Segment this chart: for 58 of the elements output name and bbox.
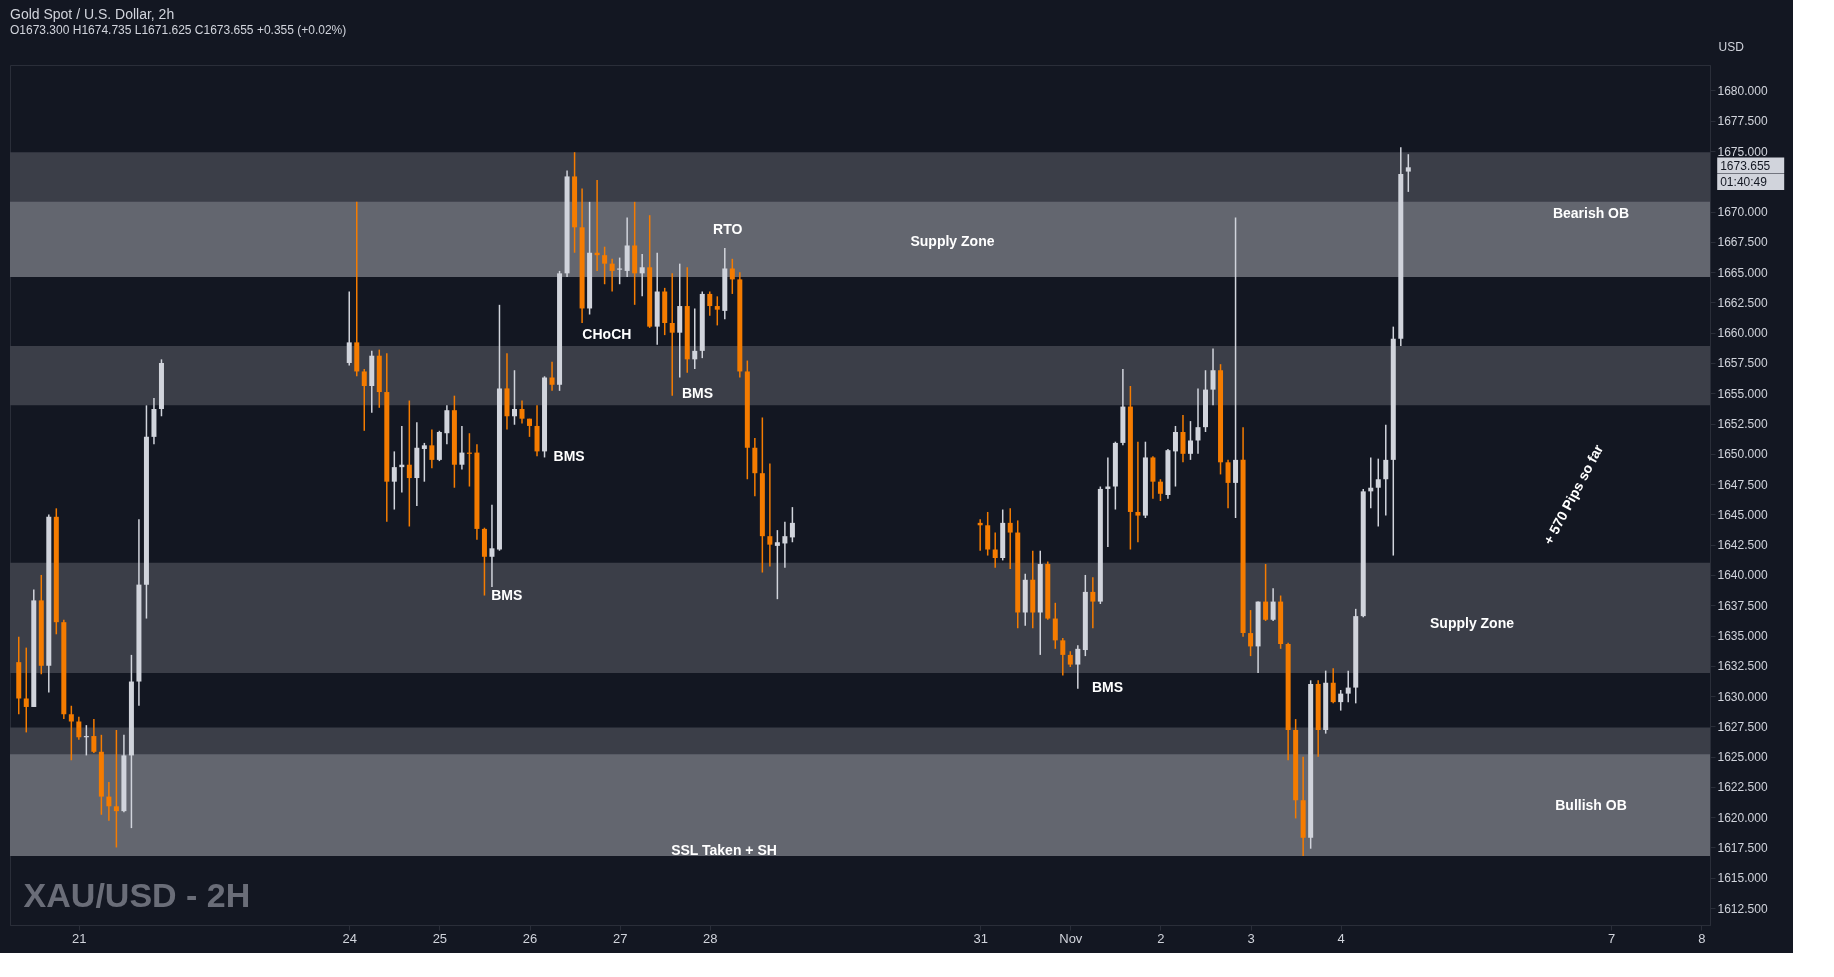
y-tick-label: 1667.500 <box>1717 235 1768 250</box>
y-tick-label: 1647.500 <box>1717 477 1768 492</box>
y-tick-label: 1622.500 <box>1717 780 1768 795</box>
y-tick-label: 1637.500 <box>1717 598 1768 613</box>
y-tick-label: 1655.000 <box>1717 386 1768 401</box>
x-tick-label: 24 <box>342 930 357 946</box>
y-tick-label: 1657.500 <box>1717 356 1768 371</box>
x-tick-label: 31 <box>973 930 988 946</box>
annotation: Bearish OB <box>1552 205 1630 222</box>
y-tick-label: 1625.000 <box>1717 750 1768 765</box>
y-tick-label: 1612.500 <box>1717 901 1768 916</box>
annotation: SSL Taken + SH <box>671 842 777 859</box>
y-tick-label: 1642.500 <box>1717 538 1768 553</box>
x-tick-label: 21 <box>72 930 87 946</box>
annotation: XAU/USD - 2H <box>23 876 251 915</box>
y-tick-label: 1640.000 <box>1717 568 1768 583</box>
x-tick-label: 7 <box>1607 930 1616 946</box>
annotation: + 570 Pips so far <box>1540 441 1607 548</box>
y-axis-title: USD <box>1718 39 1745 54</box>
y-tick-label: 1662.500 <box>1717 295 1768 310</box>
y-tick-label: 1617.500 <box>1717 840 1768 855</box>
x-tick-label: 25 <box>432 930 448 946</box>
y-tick-label: 1615.000 <box>1717 871 1768 886</box>
annotation: Supply Zone <box>1430 615 1515 631</box>
y-tick-label: 1632.500 <box>1717 659 1768 674</box>
y-tick-label: 1620.000 <box>1717 810 1768 825</box>
annotation: BMS <box>681 385 714 402</box>
x-tick-label: 8 <box>1698 930 1706 946</box>
y-tick-label: 1650.000 <box>1717 447 1768 462</box>
annotation: BMS <box>1091 678 1124 695</box>
y-tick-label: 1677.500 <box>1717 114 1768 129</box>
annotation: RTO <box>713 220 743 237</box>
chart-title: Gold Spot / U.S. Dollar, 2h <box>10 6 175 22</box>
text: 1673.655 <box>1720 158 1771 173</box>
y-tick-label: 1630.000 <box>1717 689 1768 704</box>
chart-subtitle: O1673.300 H1674.735 L1671.625 C1673.655 +0.355 (+0.02%) <box>10 23 347 37</box>
text: 01:40:49 <box>1720 174 1768 189</box>
y-tick-label: 1665.000 <box>1717 265 1768 280</box>
x-tick-label: 3 <box>1247 930 1255 946</box>
y-tick-label: 1645.000 <box>1717 507 1768 522</box>
x-tick-label: Nov <box>1059 930 1083 946</box>
y-tick-label: 1652.500 <box>1717 417 1768 432</box>
annotation: Bullish OB <box>1555 796 1627 813</box>
x-tick-label: 28 <box>703 930 718 946</box>
y-tick-label: 1675.000 <box>1717 144 1768 159</box>
y-tick-label: 1680.000 <box>1717 83 1768 98</box>
y-tick-label: 1635.000 <box>1717 629 1768 644</box>
x-tick-label: 26 <box>522 930 538 946</box>
x-tick-label: 27 <box>612 930 628 946</box>
x-tick-label: 4 <box>1337 930 1345 946</box>
y-tick-label: 1660.000 <box>1717 326 1768 341</box>
annotation: BMS <box>491 586 523 603</box>
annotation: CHoCH <box>582 326 632 343</box>
x-tick-label: 2 <box>1157 930 1165 946</box>
y-tick-label: 1627.500 <box>1717 719 1768 734</box>
annotation: Supply Zone <box>910 232 995 249</box>
y-tick-label: 1670.000 <box>1717 205 1768 220</box>
annotation: BMS <box>553 448 585 465</box>
